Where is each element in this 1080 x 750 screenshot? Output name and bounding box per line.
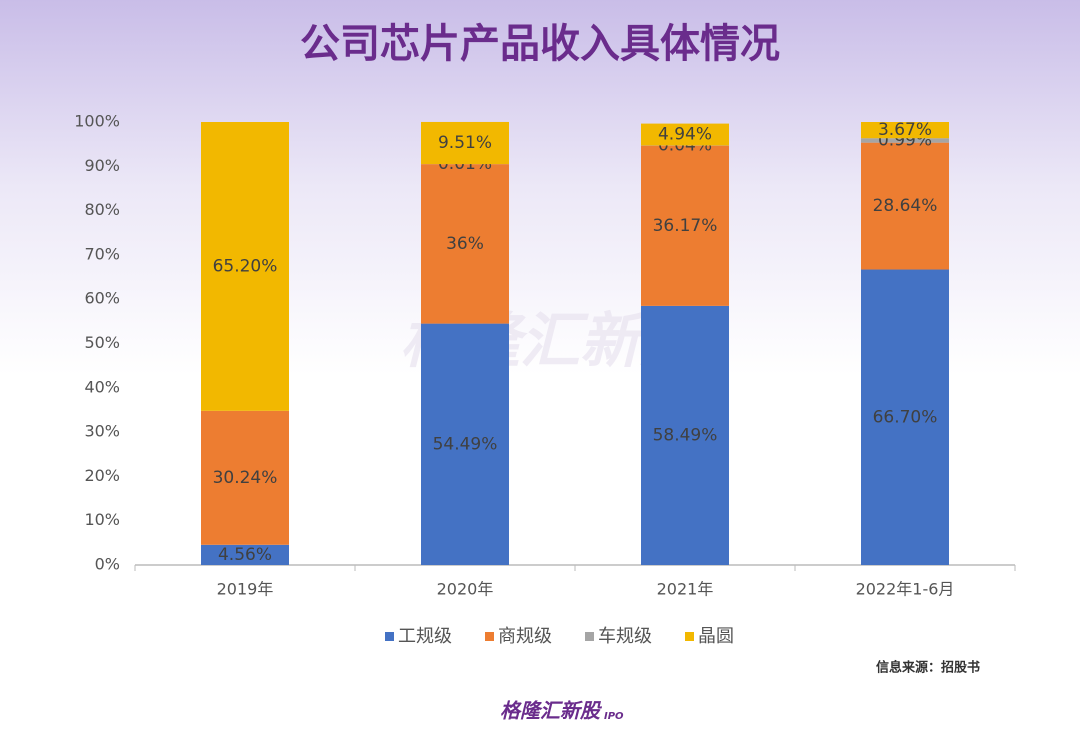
bar-segment	[421, 121, 509, 165]
x-tick-label: 2020年	[437, 580, 494, 599]
legend: 工规级 商规级 车规级 晶圆	[385, 626, 734, 647]
value-label: 4.56%	[218, 545, 272, 565]
legend-label: 车规级	[598, 626, 652, 647]
x-tick-label: 2022年1-6月	[856, 580, 955, 599]
x-tick-label: 2019年	[217, 580, 274, 599]
y-tick-label: 0%	[95, 555, 120, 574]
value-label: 9.51%	[438, 133, 492, 153]
legend-label: 工规级	[398, 626, 452, 647]
plot: 0% 10% 20% 30% 40% 50% 60% 70% 80% 90% 100% 2019年 4.…	[74, 112, 1016, 599]
chart-title: 公司芯片产品收入具体情况	[300, 21, 780, 67]
bar-segment	[421, 323, 509, 565]
bar-segment	[421, 164, 509, 324]
value-label: 66.70%	[873, 407, 938, 427]
y-tick-label: 50%	[84, 333, 120, 352]
y-tick-label: 90%	[84, 156, 120, 175]
value-label: 30.24%	[213, 468, 278, 488]
legend-swatch	[685, 632, 694, 641]
value-label: 58.49%	[653, 425, 718, 445]
bar-segment	[641, 123, 729, 146]
x-tick-label: 2021年	[657, 580, 714, 599]
y-tick-label: 40%	[84, 377, 120, 396]
value-label: 65.20%	[213, 256, 278, 276]
value-label: 36.17%	[653, 216, 718, 236]
y-tick-label: 20%	[84, 466, 120, 485]
legend-swatch	[485, 632, 494, 641]
bar-segment	[861, 138, 949, 143]
value-label: 54.49%	[433, 434, 498, 454]
legend-swatch	[585, 632, 594, 641]
value-label: 36%	[446, 234, 484, 254]
bar-segment	[201, 544, 289, 565]
y-tick-label: 80%	[84, 200, 120, 219]
y-tick-label: 100%	[74, 112, 120, 131]
source: 信息来源：招股书	[876, 660, 980, 676]
y-tick-label: 30%	[84, 422, 120, 441]
bar-segment	[641, 305, 729, 565]
logo: 格隆汇新股	[500, 699, 602, 723]
legend-swatch	[385, 632, 394, 641]
legend-label: 商规级	[498, 626, 552, 647]
bar-segment	[201, 122, 289, 411]
value-label: 3.67%	[878, 120, 932, 140]
bar-segment	[201, 410, 289, 545]
value-label: 28.64%	[873, 196, 938, 216]
bar-segment	[861, 269, 949, 565]
bar-segment	[861, 122, 949, 139]
y-tick-label: 70%	[84, 244, 120, 263]
logo-sub: IPO	[604, 711, 624, 722]
bar-segment	[861, 142, 949, 270]
y-tick-label: 60%	[84, 289, 120, 308]
value-label: 4.94%	[658, 125, 712, 145]
y-tick-label: 10%	[84, 510, 120, 529]
legend-label: 晶圆	[698, 626, 734, 647]
bar-segment	[641, 145, 729, 306]
